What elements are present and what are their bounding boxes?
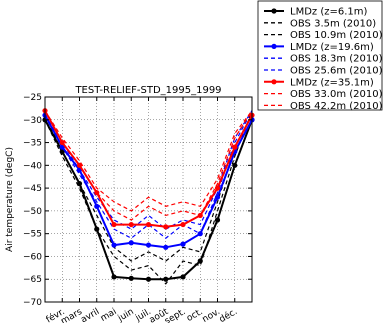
legend-label-7: OBS 33.0m (2010) (290, 89, 383, 100)
series-point-0-4 (111, 274, 117, 280)
legend-label-0: LMDz (z=6.1m) (290, 7, 368, 18)
x-tick-label: sept. (163, 307, 187, 323)
series-point-0-10 (214, 217, 221, 223)
series-point-6-5 (128, 221, 134, 228)
series-point-3-8 (180, 241, 186, 247)
series-line-2 (44, 114, 253, 262)
series-point-0-6 (145, 276, 152, 282)
y-tick-label: −70 (23, 298, 42, 308)
y-tick-label: −55 (23, 230, 42, 240)
x-tick-label: juin (116, 307, 136, 323)
series-point-3-3 (94, 203, 100, 209)
legend-marker-0 (271, 8, 277, 14)
series-point-6-7 (163, 224, 169, 230)
legend-marker-6 (271, 79, 277, 85)
legend-label-2: OBS 10.9m (2010) (290, 30, 383, 41)
series-point-0-5 (128, 275, 134, 281)
plot-area: −70−65−60−55−50−45−40−35−30−25févr.marsa… (5, 85, 255, 323)
legend-label-4: OBS 18.3m (2010) (290, 54, 383, 65)
legend-marker-3 (271, 43, 277, 50)
legend-box (257, 0, 383, 111)
y-tick-label: −60 (23, 252, 42, 262)
series-point-6-10 (214, 185, 221, 191)
series-point-3-4 (111, 242, 117, 248)
y-tick-label: −30 (23, 116, 42, 126)
series-line-1 (44, 110, 253, 285)
y-tick-label: −50 (23, 207, 42, 217)
legend-label-8: OBS 42.2m (2010) (290, 101, 383, 112)
y-tick-label: −65 (23, 275, 42, 285)
y-tick-label: −45 (23, 184, 42, 194)
series-point-6-8 (180, 221, 186, 228)
series-point-0-11 (232, 162, 238, 168)
legend-label-6: LMDz (z=35.1m) (290, 77, 374, 88)
series-line-8 (44, 110, 253, 212)
x-tick-label: déc. (217, 306, 239, 323)
legend-label-3: LMDz (z=19.6m) (290, 42, 374, 53)
legend-label-1: OBS 3.5m (2010) (290, 18, 376, 29)
y-axis-label: Air temperature (degC) (5, 147, 15, 252)
series-point-6-11 (232, 144, 238, 150)
series-point-3-7 (163, 244, 169, 250)
series-point-6-6 (145, 221, 152, 228)
series-point-3-6 (145, 242, 152, 248)
series-point-0-8 (180, 274, 186, 280)
y-tick-label: −25 (23, 93, 42, 103)
series-point-3-10 (214, 194, 221, 200)
series-point-6-4 (111, 221, 117, 228)
legend: LMDz (z=6.1m)OBS 3.5m (2010)OBS 10.9m (2… (257, 0, 383, 112)
legend-label-5: OBS 25.6m (2010) (290, 66, 383, 77)
series-point-0-7 (163, 276, 169, 282)
series-point-3-5 (128, 240, 134, 246)
chart-title: TEST-RELIEF-STD_1995_1999 (74, 85, 221, 96)
y-tick-label: −40 (23, 161, 42, 171)
series-line-7 (44, 110, 253, 221)
series-line-4 (44, 110, 253, 239)
y-tick-label: −35 (23, 139, 42, 149)
